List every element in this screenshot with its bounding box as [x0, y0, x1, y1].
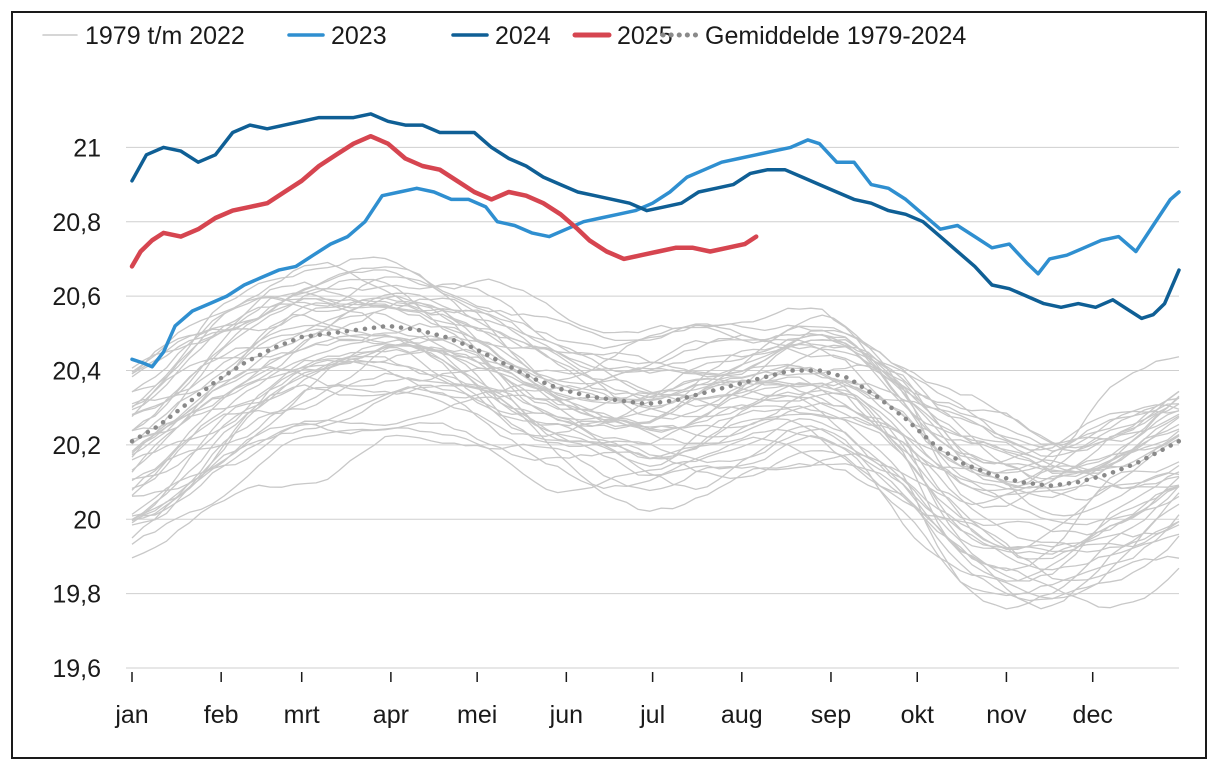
history-lines-1979-2022: [131, 256, 1180, 610]
y-tick-label: 19,8: [52, 581, 101, 609]
y-tick-label: 20,2: [52, 432, 101, 460]
history-year-line: [131, 302, 1180, 452]
legend-label: 2023: [331, 22, 387, 50]
history-year-line: [131, 434, 1180, 609]
y-tick-label: 19,6: [52, 655, 101, 683]
history-year-line: [131, 269, 1180, 473]
y-tick-label: 21: [73, 134, 101, 162]
history-year-line: [131, 295, 1180, 474]
y-axis: 19,6 19,8 20 20,2 20,4 20,6 20,8 21: [52, 134, 101, 683]
y-tick-label: 20,6: [52, 283, 101, 311]
history-year-line: [131, 291, 1180, 492]
history-year-line: [131, 333, 1180, 474]
legend-label: 1979 t/m 2022: [85, 22, 245, 50]
history-year-line: [131, 372, 1180, 555]
y-tick-label: 20,8: [52, 209, 101, 237]
history-year-line: [131, 313, 1180, 572]
history-year-line: [131, 278, 1180, 506]
legend: 1979 t/m 2022 2023 2024 2025 Gemiddelde 1979…: [42, 22, 966, 50]
x-tick-label: sep: [811, 701, 851, 729]
history-year-line: [131, 292, 1180, 473]
ocean-temperature-chart: jan feb mrt apr mei jun jul aug sep okt nov dec 19,…: [42, 22, 1182, 729]
series-line-gemiddelde: [129, 323, 1182, 489]
x-tick-label: jul: [639, 701, 665, 729]
history-year-line: [131, 299, 1180, 452]
x-tick-label: dec: [1073, 701, 1113, 729]
y-tick-label: 20,4: [52, 358, 101, 386]
highlight-series: [129, 112, 1182, 489]
history-year-line: [131, 276, 1180, 465]
series-line-2024: [130, 112, 1181, 321]
history-year-line: [131, 256, 1180, 509]
history-year-line: [131, 266, 1180, 473]
history-year-line: [131, 418, 1180, 571]
chart-frame: jan feb mrt apr mei jun jul aug sep okt nov dec 19,…: [11, 11, 1207, 759]
y-tick-label: 20: [73, 506, 101, 534]
series-line-2023: [130, 138, 1181, 369]
history-year-line: [131, 281, 1180, 451]
history-year-line: [131, 283, 1180, 446]
series-line-2025: [129, 133, 759, 269]
history-year-line: [131, 344, 1180, 553]
history-year-line: [131, 365, 1180, 489]
history-year-line: [131, 346, 1180, 526]
history-year-line: [131, 386, 1180, 602]
history-year-line: [131, 301, 1180, 487]
x-tick-label: apr: [373, 701, 409, 729]
history-year-line: [131, 343, 1180, 610]
legend-label: 2024: [495, 22, 551, 50]
x-tick-label: mrt: [284, 701, 320, 729]
x-tick-label: mei: [457, 701, 497, 729]
history-year-line: [131, 335, 1180, 582]
x-tick-label: feb: [204, 701, 239, 729]
x-tick-label: okt: [901, 701, 934, 729]
x-tick-label: nov: [986, 701, 1027, 729]
x-tick-label: aug: [721, 701, 763, 729]
x-tick-label: jun: [549, 701, 583, 729]
history-year-line: [131, 349, 1180, 560]
history-year-line: [131, 396, 1180, 581]
x-tick-label: jan: [114, 701, 148, 729]
history-year-line: [131, 332, 1180, 458]
history-year-line: [131, 344, 1180, 582]
x-axis: jan feb mrt apr mei jun jul aug sep okt nov dec: [114, 672, 1113, 729]
history-year-line: [131, 355, 1180, 600]
history-year-line: [131, 346, 1180, 536]
legend-label: Gemiddelde 1979-2024: [705, 22, 966, 50]
